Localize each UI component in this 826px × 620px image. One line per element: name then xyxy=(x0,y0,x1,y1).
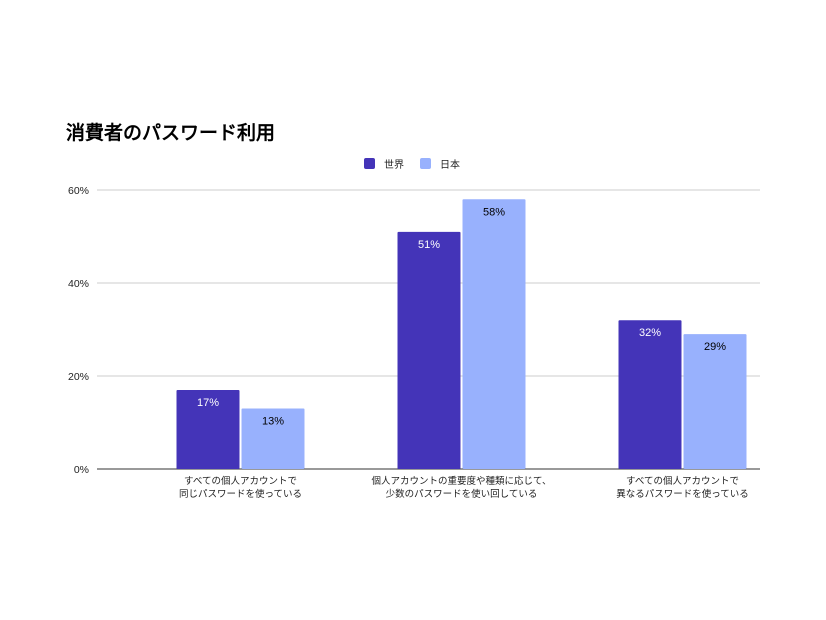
bar-world xyxy=(618,320,682,469)
legend-item-japan[interactable]: 日本 xyxy=(420,156,460,171)
legend-label-japan: 日本 xyxy=(440,160,460,171)
y-tick-label: 60% xyxy=(68,185,89,197)
x-category-label-line: 同じパスワードを使っている xyxy=(178,489,303,500)
y-tick-label: 20% xyxy=(68,371,89,383)
x-category-label-line: 個人アカウントの重要度や種類に応じて、 xyxy=(371,476,552,487)
y-tick-label: 0% xyxy=(74,464,89,476)
x-category-label: 個人アカウントの重要度や種類に応じて、 少数のパスワードを使い回している xyxy=(362,475,562,501)
x-category-label: すべての個人アカウントで 同じパスワードを使っている xyxy=(141,475,341,501)
bar-japan xyxy=(241,408,305,469)
legend-item-world[interactable]: 世界 xyxy=(364,156,404,171)
data-label: 29% xyxy=(704,341,726,353)
x-category-label: すべての個人アカウントで 異なるパスワードを使っている xyxy=(583,475,783,501)
bar-japan xyxy=(683,334,747,469)
data-label: 17% xyxy=(197,397,219,409)
y-tick-label: 40% xyxy=(68,278,89,290)
legend: 世界 日本 xyxy=(364,156,476,171)
bar-world xyxy=(176,389,240,469)
data-label: 13% xyxy=(262,416,284,428)
chart-title: 消費者のパスワード利用 xyxy=(66,123,276,144)
x-category-label-line: 異なるパスワードを使っている xyxy=(616,489,749,500)
bar-japan xyxy=(462,199,526,470)
data-label: 51% xyxy=(418,239,440,251)
legend-swatch-japan xyxy=(420,158,431,169)
x-category-label-line: すべての個人アカウントで xyxy=(184,476,297,487)
x-category-label-line: 少数のパスワードを使い回している xyxy=(385,489,538,500)
data-label: 32% xyxy=(639,327,661,339)
data-label: 58% xyxy=(483,206,505,218)
bar-world xyxy=(397,231,461,469)
x-category-label-line: すべての個人アカウントで xyxy=(626,476,739,487)
legend-label-world: 世界 xyxy=(384,160,404,171)
legend-swatch-world xyxy=(364,158,375,169)
